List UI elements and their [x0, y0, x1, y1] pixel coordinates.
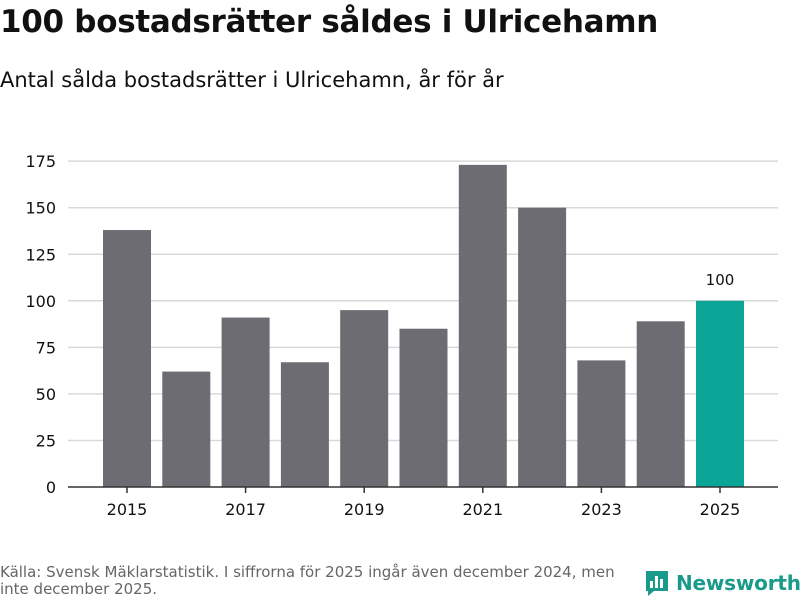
chart-subtitle: Antal sålda bostadsrätter i Ulricehamn, … [0, 68, 504, 92]
newsworthy-logo-icon [646, 571, 668, 596]
brand-name: Newsworthy [676, 571, 800, 595]
x-tick-label: 2019 [344, 500, 385, 519]
y-tick-label: 100 [25, 292, 56, 311]
x-tick-label: 2015 [107, 500, 148, 519]
brand-logo[interactable]: Newsworthy [644, 568, 800, 598]
bar-2018 [280, 362, 329, 487]
bar-2020 [399, 328, 448, 487]
y-tick-label: 75 [36, 338, 56, 357]
y-tick-label: 50 [36, 385, 56, 404]
bar-2016 [162, 371, 211, 487]
data-label-2025: 100 [706, 271, 735, 289]
bar-2024 [636, 321, 685, 487]
bar-2025 [696, 300, 744, 487]
bar-chart: 0 25 50 75 100 125 150 175 2015 2017 2019 2021 2023 2… [25, 152, 778, 519]
bar-2019 [340, 310, 389, 487]
bar-2015 [103, 230, 151, 487]
x-tick-label: 2023 [581, 500, 622, 519]
bar-2017 [221, 317, 270, 487]
source-note: Källa: Svensk Mäklarstatistik. I siffror… [0, 563, 615, 598]
bar-2022 [518, 207, 567, 487]
bar-2023 [577, 360, 626, 487]
y-tick-label: 150 [25, 199, 56, 218]
y-tick-label: 125 [25, 245, 56, 264]
x-tick-label: 2025 [700, 500, 741, 519]
y-tick-label: 175 [25, 152, 56, 171]
x-tick-label: 2017 [225, 500, 266, 519]
chart-title: 100 bostadsrätter såldes i Ulricehamn [0, 4, 659, 40]
x-tick-label: 2021 [462, 500, 503, 519]
y-tick-label: 0 [46, 478, 56, 497]
bar-2021 [458, 164, 507, 487]
y-tick-label: 25 [36, 431, 56, 450]
